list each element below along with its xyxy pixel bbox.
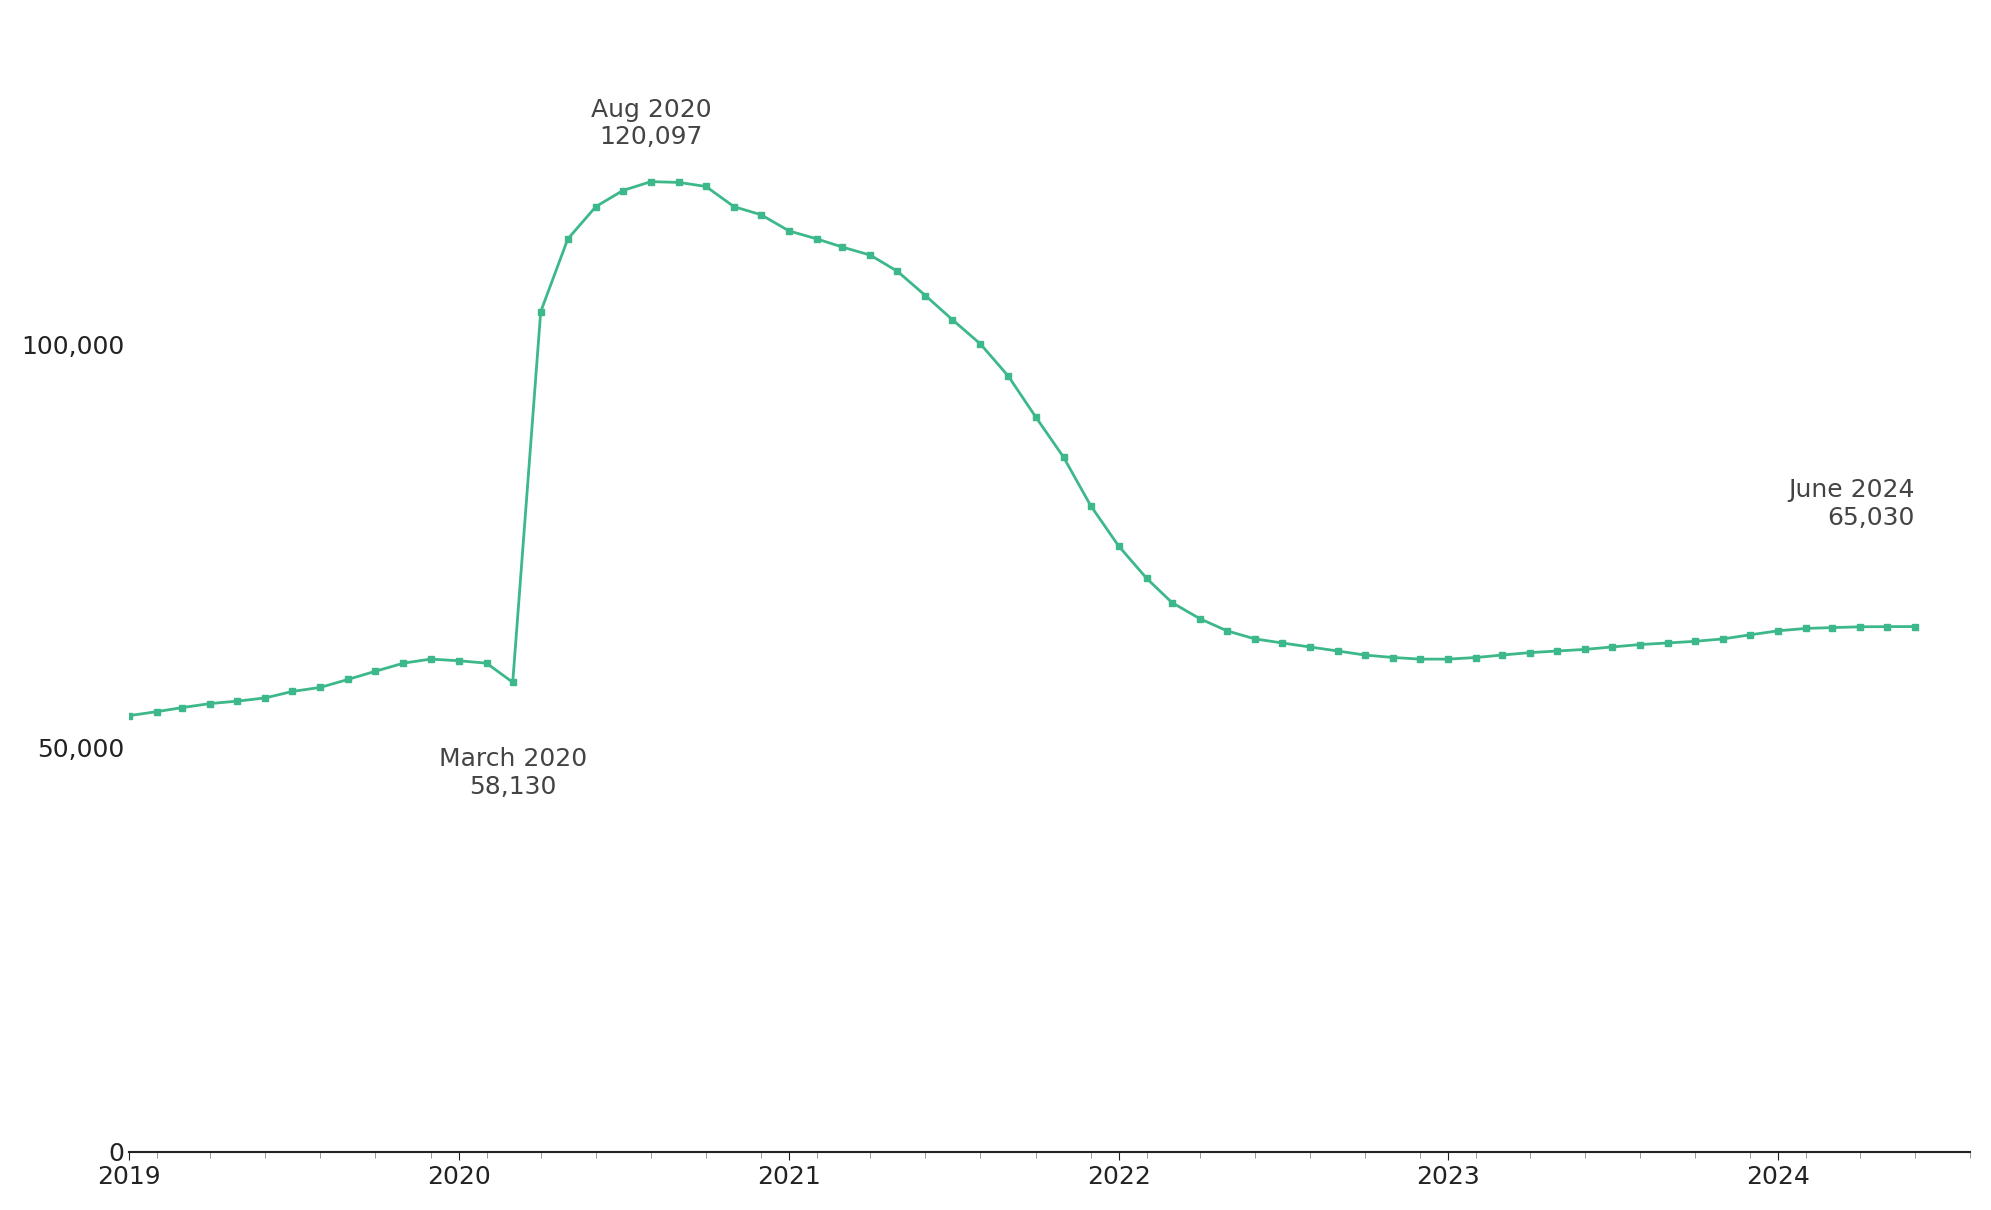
Text: June 2024
65,030: June 2024 65,030 [1788, 478, 1915, 530]
Text: March 2020
58,130: March 2020 58,130 [438, 747, 587, 799]
Text: Aug 2020
120,097: Aug 2020 120,097 [591, 98, 711, 149]
